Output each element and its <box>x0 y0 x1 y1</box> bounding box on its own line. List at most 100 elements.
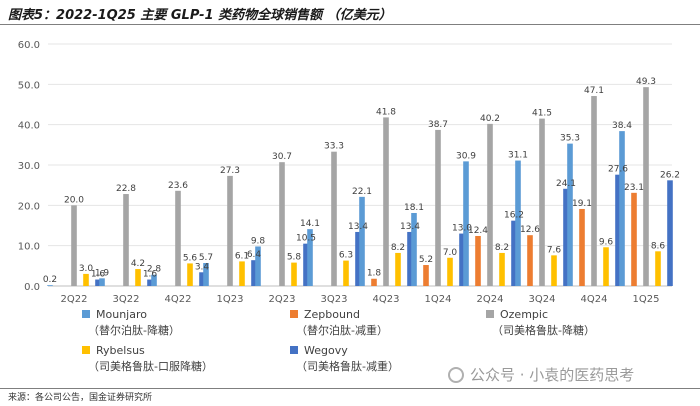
data-label: 1.8 <box>367 269 382 279</box>
x-tick-label: 3Q22 <box>113 294 140 305</box>
bar <box>591 96 597 286</box>
title-divider <box>0 24 700 25</box>
y-tick-label: 0.0 <box>24 282 40 293</box>
data-label: 41.5 <box>532 109 552 119</box>
bar-chart: 0.010.020.030.040.050.060.0 0.220.03.01.… <box>18 40 680 373</box>
bar <box>459 233 465 286</box>
bar <box>411 212 417 286</box>
legend-name: Ozempic <box>500 308 548 321</box>
bar <box>291 262 297 286</box>
x-tick-label: 4Q22 <box>165 294 192 305</box>
bar <box>135 269 141 286</box>
bar <box>407 231 413 286</box>
legend-swatch <box>82 310 90 318</box>
bar <box>511 220 517 286</box>
bar <box>655 251 661 286</box>
legend-name: Wegovy <box>304 344 348 357</box>
data-label: 8.6 <box>651 241 666 251</box>
data-labels: 0.220.03.01.61.922.84.21.62.823.65.63.45… <box>43 77 680 285</box>
data-label: 31.1 <box>508 151 528 161</box>
data-label: 3.0 <box>79 264 94 274</box>
data-label: 26.2 <box>660 170 680 180</box>
bar <box>615 174 621 286</box>
legend-swatch <box>486 310 494 318</box>
bar <box>147 279 153 286</box>
legend-sub: （替尔泊肽-降糖） <box>88 323 180 337</box>
bar <box>251 260 257 286</box>
bar <box>227 175 233 286</box>
bar <box>527 235 533 286</box>
x-tick-label: 3Q23 <box>321 294 348 305</box>
bar <box>255 246 261 286</box>
x-tick-label: 2Q23 <box>269 294 296 305</box>
data-label: 38.4 <box>612 121 632 131</box>
data-label: 7.6 <box>547 245 562 255</box>
bar <box>603 247 609 286</box>
data-label: 5.7 <box>199 253 213 263</box>
bar <box>123 194 129 286</box>
legend-swatch <box>290 346 298 354</box>
bar <box>447 257 453 286</box>
data-label: 23.1 <box>624 183 644 193</box>
legend-name: Zepbound <box>304 308 360 321</box>
data-label: 4.2 <box>131 259 145 269</box>
bar <box>395 252 401 286</box>
bar <box>579 208 585 286</box>
legend-sub: （司美格鲁肽-口服降糖） <box>88 359 213 373</box>
data-label: 27.3 <box>220 166 240 176</box>
bar-series <box>47 87 673 286</box>
watermark: 公众号 · 小袁的医药思考 <box>448 364 634 385</box>
bar <box>667 180 673 286</box>
data-label: 27.6 <box>608 165 628 175</box>
data-label: 14.1 <box>300 219 320 229</box>
x-axis-ticks: 2Q22 3Q22 4Q22 1Q23 2Q23 3Q23 4Q23 1Q24 2Q24 3Q24… <box>61 294 660 305</box>
bar <box>435 129 441 286</box>
legend: Mounjaro （替尔泊肽-降糖） Zepbound （替尔泊肽-减重） Ozempi… <box>82 308 595 373</box>
data-label: 0.2 <box>43 275 57 285</box>
watermark-text: 公众号 · 小袁的医药思考 <box>470 366 635 384</box>
data-label: 13.0 <box>452 224 472 234</box>
bar <box>643 87 649 286</box>
chart-title: 图表5：2022-1Q25 主要 GLP-1 类药物全球销售额 （亿美元） <box>8 8 392 23</box>
bar <box>303 243 309 286</box>
bar <box>83 273 89 286</box>
data-label: 6.4 <box>247 250 262 260</box>
x-tick-label: 4Q23 <box>373 294 400 305</box>
data-label: 12.6 <box>520 225 540 235</box>
bar <box>47 285 53 286</box>
x-tick-label: 4Q24 <box>581 294 608 305</box>
bar <box>71 205 77 286</box>
x-tick-label: 1Q23 <box>217 294 244 305</box>
data-label: 22.8 <box>116 184 136 194</box>
y-axis-ticks: 0.0 10.0 20.0 30.0 40.0 50.0 60.0 <box>18 40 40 293</box>
y-tick-label: 40.0 <box>18 121 40 132</box>
data-label: 19.1 <box>572 199 592 209</box>
y-tick-label: 30.0 <box>18 161 40 172</box>
legend-sub: （替尔泊肽-减重） <box>296 323 388 337</box>
data-label: 9.6 <box>599 237 614 247</box>
x-tick-label: 3Q24 <box>529 294 556 305</box>
bar <box>175 190 181 286</box>
data-label: 8.2 <box>391 243 405 253</box>
data-label: 12.4 <box>468 226 488 236</box>
data-label: 8.2 <box>495 243 509 253</box>
data-label: 33.3 <box>324 142 344 152</box>
bar <box>567 143 573 286</box>
bar <box>95 279 101 286</box>
data-label: 22.1 <box>352 187 372 197</box>
data-label: 13.4 <box>400 222 420 232</box>
data-label: 6.1 <box>235 251 249 261</box>
data-label: 2.8 <box>147 265 162 275</box>
bar <box>515 160 521 286</box>
bar <box>151 274 157 286</box>
legend-swatch <box>290 310 298 318</box>
data-label: 47.1 <box>584 86 604 96</box>
x-tick-label: 1Q25 <box>633 294 660 305</box>
data-label: 38.7 <box>428 120 448 130</box>
legend-name: Mounjaro <box>96 308 147 321</box>
bar <box>359 196 365 286</box>
bar <box>487 123 493 286</box>
bar <box>355 231 361 286</box>
data-label: 13.4 <box>348 222 368 232</box>
bar <box>199 272 205 286</box>
